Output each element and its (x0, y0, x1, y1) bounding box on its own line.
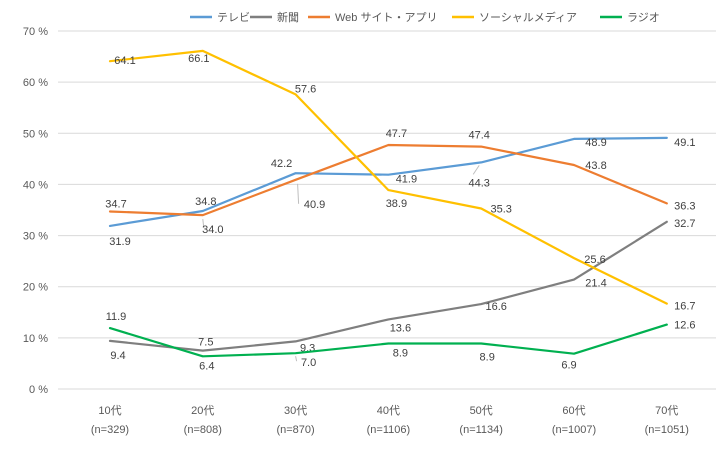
y-axis-tick-label: 40 % (23, 179, 48, 191)
legend-item-web: Web サイト・アプリ (308, 11, 437, 24)
data-label-web: 47.7 (386, 128, 407, 140)
data-label-tv: 49.1 (674, 137, 695, 149)
legend-item-tv: テレビ (190, 11, 250, 24)
data-label-tv: 44.3 (468, 177, 489, 189)
x-axis-sample-size-label: (n=1106) (367, 424, 411, 436)
x-axis-tick-label: 10代 (98, 404, 121, 417)
data-label-tv: 42.2 (271, 158, 292, 170)
legend-label-tv: テレビ (217, 11, 250, 24)
data-label-tv: 41.9 (396, 174, 417, 186)
series-line-tv (108, 136, 668, 227)
series-line-radio (108, 323, 668, 358)
series-line-newspaper (108, 220, 668, 352)
x-axis-tick-label: 60代 (562, 404, 585, 417)
data-label-tv: 34.8 (195, 196, 216, 208)
data-label-web: 40.9 (304, 199, 325, 211)
y-axis-tick-label: 30 % (23, 231, 48, 243)
legend-label-social: ソーシャルメディア (479, 10, 577, 24)
x-axis-sample-size-label: (n=1007) (552, 424, 596, 436)
data-label-social: 66.1 (188, 53, 209, 65)
series-line-social (108, 49, 668, 305)
data-label-web: 34.7 (105, 199, 126, 211)
data-label-social: 35.3 (490, 204, 511, 216)
legend-item-social: ソーシャルメディア (452, 10, 577, 24)
x-axis-tick-label: 70代 (655, 404, 678, 417)
data-label-radio: 6.9 (561, 360, 576, 372)
data-label-web: 43.8 (585, 160, 606, 172)
x-axis-sample-size-label: (n=1134) (459, 424, 503, 436)
legend-label-radio: ラジオ (627, 11, 660, 24)
x-axis-tick-label: 20代 (191, 404, 214, 417)
x-axis-tick-label: 30代 (284, 404, 307, 417)
data-label-social: 16.7 (674, 301, 695, 313)
x-axis-tick-label: 40代 (377, 404, 400, 417)
data-label-newspaper: 13.6 (390, 322, 411, 334)
label-leader-line (295, 356, 298, 362)
data-label-web: 36.3 (674, 200, 695, 212)
legend-label-web: Web サイト・アプリ (335, 11, 437, 24)
y-axis-tick-label: 20 % (23, 282, 48, 294)
y-axis-tick-label: 70 % (23, 26, 48, 38)
data-label-newspaper: 9.4 (110, 350, 125, 362)
legend-item-newspaper: 新聞 (250, 10, 299, 24)
label-leader-line (297, 183, 300, 204)
x-axis-tick-label: 50代 (470, 404, 493, 417)
data-label-radio: 11.9 (106, 311, 127, 323)
data-label-newspaper: 7.5 (198, 337, 213, 349)
data-label-tv: 48.9 (585, 137, 606, 149)
x-axis-sample-size-label: (n=329) (91, 424, 129, 436)
x-axis-sample-size-label: (n=1051) (645, 424, 689, 436)
data-label-social: 25.6 (584, 254, 605, 266)
data-label-radio: 8.9 (393, 348, 408, 360)
data-label-radio: 6.4 (199, 360, 214, 372)
data-label-social: 57.6 (295, 83, 316, 95)
data-label-newspaper: 21.4 (585, 278, 606, 290)
data-label-radio: 7.0 (301, 357, 316, 369)
y-axis-tick-label: 50 % (23, 128, 48, 140)
data-label-social: 64.1 (114, 55, 135, 67)
data-label-web: 34.0 (202, 224, 223, 236)
data-label-tv: 31.9 (109, 236, 130, 248)
series-line-web (108, 143, 668, 217)
label-leader-line (472, 165, 480, 175)
data-label-newspaper: 32.7 (674, 218, 695, 230)
y-axis-tick-label: 10 % (23, 333, 48, 345)
data-label-web: 47.4 (468, 130, 489, 142)
legend-item-radio: ラジオ (600, 11, 660, 24)
label-leader-line (202, 219, 205, 229)
x-axis-sample-size-label: (n=808) (184, 424, 222, 436)
y-axis-tick-label: 0 % (29, 384, 48, 396)
x-axis-sample-size-label: (n=870) (276, 424, 314, 436)
data-label-social: 38.9 (386, 198, 407, 210)
legend-label-newspaper: 新聞 (277, 10, 299, 24)
data-label-radio: 8.9 (480, 352, 495, 364)
data-label-newspaper: 16.6 (485, 301, 506, 313)
y-axis-tick-label: 60 % (23, 77, 48, 89)
data-label-radio: 12.6 (674, 320, 695, 332)
